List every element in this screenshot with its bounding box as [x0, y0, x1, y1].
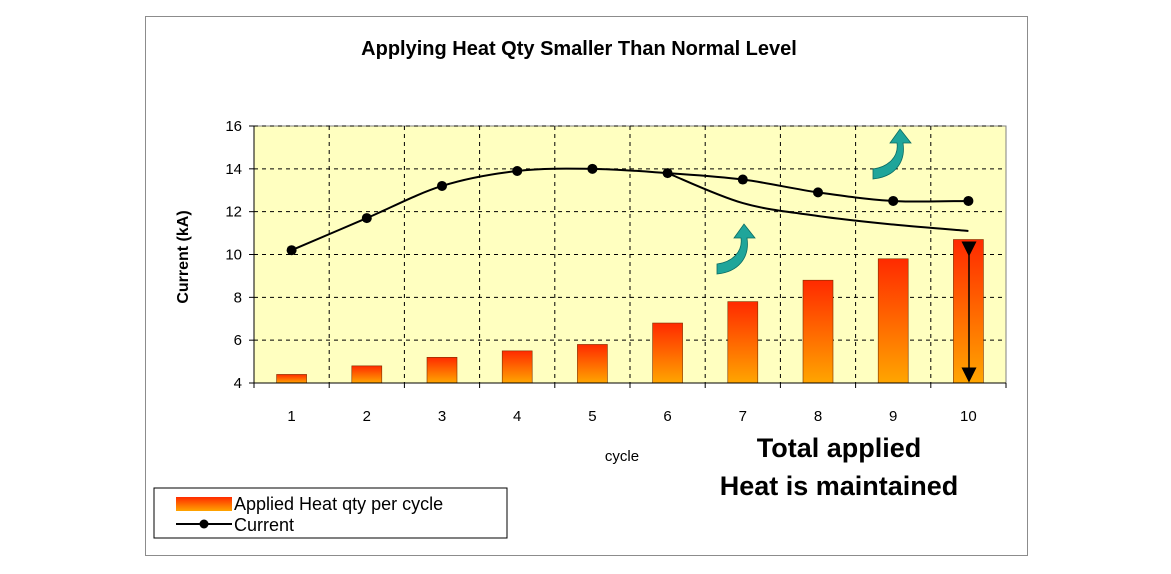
bar: [351, 365, 383, 384]
y-tick-label: 16: [225, 118, 242, 135]
x-tick-label: 5: [588, 408, 596, 425]
curved-arrow-icon: [872, 128, 912, 180]
y-tick-label: 10: [225, 247, 242, 264]
x-tick-label: 10: [960, 408, 977, 425]
chart-svg: Applying Heat Qty Smaller Than Normal Le…: [153, 38, 1007, 539]
legend-box: [153, 487, 508, 539]
current-point: [437, 180, 447, 191]
bar: [877, 258, 909, 384]
current-point: [286, 245, 297, 256]
current-point: [888, 195, 899, 206]
x-axis-label: cycle: [605, 448, 639, 465]
x-tick-label: 2: [363, 408, 371, 425]
bar: [426, 356, 458, 384]
legend-line-label: Current: [234, 515, 294, 535]
bar: [501, 350, 533, 384]
curved-arrow-icon: [716, 223, 756, 275]
chart-title: Applying Heat Qty Smaller Than Normal Le…: [361, 38, 797, 60]
x-tick-label: 1: [287, 408, 295, 425]
annotation-line-2: Heat is maintained: [720, 471, 959, 501]
current-point: [512, 165, 523, 176]
bars: [276, 239, 984, 384]
bar: [727, 301, 759, 384]
current-point: [361, 213, 372, 224]
x-tick-label: 7: [739, 408, 747, 425]
current-point: [963, 195, 974, 206]
legend-line-marker: [199, 519, 209, 529]
series-line-lower-branch: [667, 172, 969, 232]
bar: [276, 374, 307, 384]
current-point: [737, 174, 748, 185]
legend-bar-swatch: [176, 497, 232, 511]
y-tick-label: 14: [225, 161, 242, 178]
bar: [802, 279, 834, 384]
x-tick-label: 3: [438, 408, 446, 425]
legend-bar-label: Applied Heat qty per cycle: [234, 494, 443, 514]
x-tick-label: 8: [814, 408, 822, 425]
current-point: [587, 163, 598, 174]
current-point: [813, 187, 823, 198]
legend: Applied Heat qty per cycle Current: [153, 487, 508, 539]
y-tick-label: 12: [225, 204, 242, 221]
series-line-current: [291, 167, 969, 252]
bar: [577, 344, 608, 384]
bar: [652, 322, 683, 384]
y-axis-label: Current (kA): [175, 210, 192, 303]
x-tick-label: 6: [663, 408, 671, 425]
x-tick-label: 9: [889, 408, 897, 425]
y-tick-label: 8: [234, 289, 242, 306]
y-tick-label: 6: [234, 332, 242, 349]
chart-frame: Applying Heat Qty Smaller Than Normal Le…: [145, 16, 1028, 556]
annotation-line-1: Total applied: [757, 433, 922, 463]
x-tick-label: 4: [513, 408, 521, 425]
current-point: [662, 168, 673, 179]
y-tick-label: 4: [234, 375, 242, 392]
series-lines: [286, 163, 974, 256]
